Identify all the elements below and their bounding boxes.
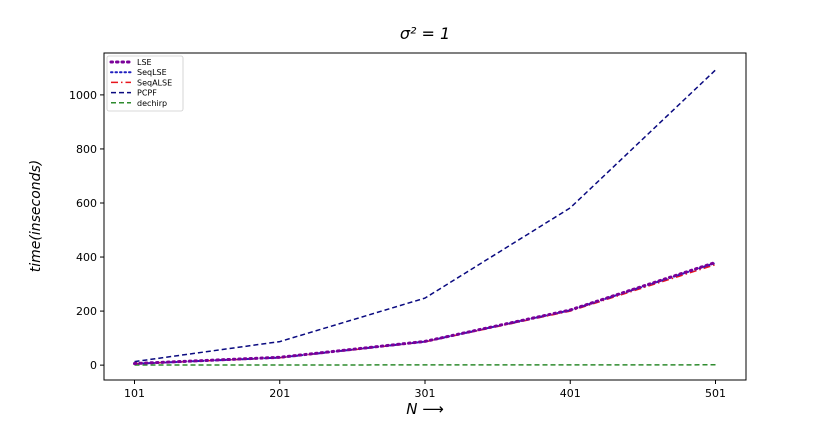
legend-label: SeqLSE <box>137 68 167 77</box>
y-tick-label: 1000 <box>69 89 97 102</box>
series-line-pcpf <box>134 69 717 363</box>
x-tick-label: 201 <box>269 387 290 400</box>
y-tick-label: 800 <box>76 143 97 156</box>
axis-ticks: 101 201 301 401 501 0 200 400 600 800 1000 <box>69 89 726 400</box>
series-layer <box>133 69 717 366</box>
legend-label: dechirp <box>137 99 167 108</box>
legend-label: SeqALSE <box>137 78 172 87</box>
x-tick-label: 101 <box>124 387 145 400</box>
x-tick-label: 401 <box>560 387 581 400</box>
series-line-lse <box>133 260 717 365</box>
y-tick-label: 400 <box>76 251 97 264</box>
legend-label: LSE <box>137 58 152 67</box>
series-line-seqlse <box>133 262 717 365</box>
chart-title: σ² = 1 <box>400 24 450 43</box>
legend-label: PCPF <box>137 89 157 98</box>
y-tick-label: 600 <box>76 197 97 210</box>
legend-box <box>106 55 184 112</box>
plot-frame <box>103 52 747 381</box>
x-tick-label: 501 <box>705 387 726 400</box>
x-axis-label: N ⟶ <box>406 400 444 418</box>
y-axis-label: time(inseconds) <box>28 160 44 273</box>
y-tick-label: 200 <box>76 305 97 318</box>
x-tick-label: 301 <box>415 387 436 400</box>
y-tick-label: 0 <box>90 359 97 372</box>
